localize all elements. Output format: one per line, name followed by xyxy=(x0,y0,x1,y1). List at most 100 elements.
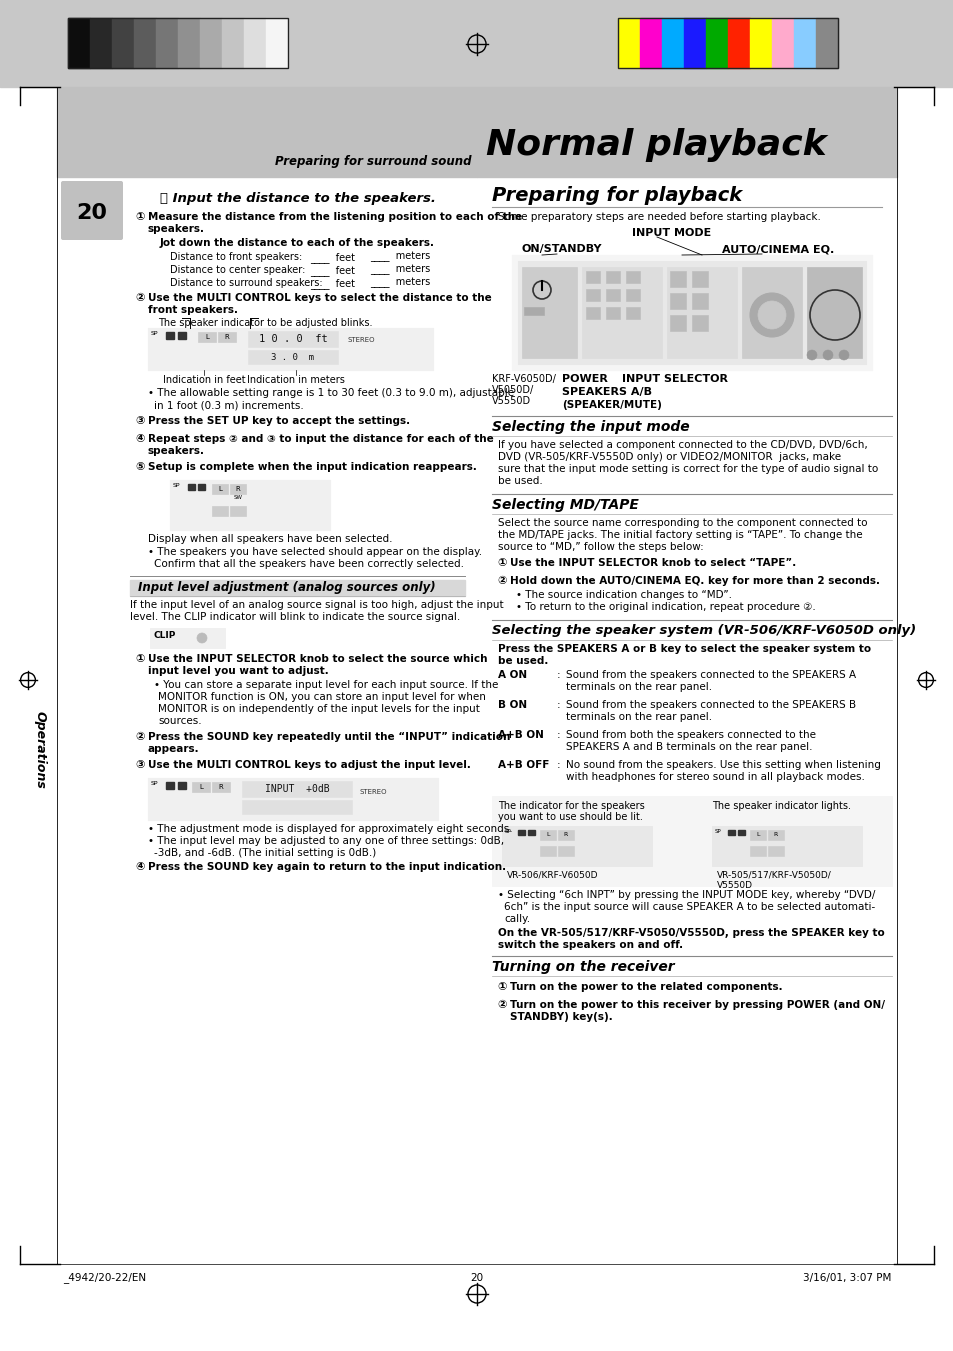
Text: SP: SP xyxy=(714,830,721,834)
Text: SPEAKERS A/B: SPEAKERS A/B xyxy=(561,386,651,397)
Text: in 1 foot (0.3 m) increments.: in 1 foot (0.3 m) increments. xyxy=(153,400,303,409)
Bar xyxy=(639,18,661,68)
Bar xyxy=(212,507,228,516)
Text: ①: ① xyxy=(135,212,144,222)
Text: B ON: B ON xyxy=(497,700,527,711)
Bar xyxy=(669,293,685,309)
Bar xyxy=(178,332,186,339)
Bar xyxy=(0,0,953,86)
Text: ②: ② xyxy=(135,732,144,742)
Text: you want to use should be lit.: you want to use should be lit. xyxy=(497,812,642,821)
Text: If you have selected a component connected to the CD/DVD, DVD/6ch,: If you have selected a component connect… xyxy=(497,440,867,450)
Text: SW: SW xyxy=(233,494,242,500)
Text: front speakers.: front speakers. xyxy=(148,305,237,315)
Text: SP: SP xyxy=(151,331,158,336)
Bar xyxy=(691,315,707,331)
Bar xyxy=(521,267,577,358)
Text: • You can store a separate input level for each input source. If the: • You can store a separate input level f… xyxy=(153,680,497,690)
Bar xyxy=(738,830,744,835)
Bar xyxy=(741,267,801,358)
Bar xyxy=(691,293,707,309)
Text: Hold down the AUTO/CINEMA EQ. key for more than 2 seconds.: Hold down the AUTO/CINEMA EQ. key for mo… xyxy=(510,576,879,586)
Text: Normal playback: Normal playback xyxy=(485,128,825,162)
Bar xyxy=(148,778,437,820)
Bar xyxy=(212,484,228,494)
Text: Input level adjustment (analog sources only): Input level adjustment (analog sources o… xyxy=(138,581,436,594)
Bar xyxy=(558,846,574,857)
Text: INPUT MODE: INPUT MODE xyxy=(631,228,711,238)
Text: ④: ④ xyxy=(135,862,144,871)
Text: V5550D: V5550D xyxy=(492,396,531,407)
Text: Use the MULTI CONTROL keys to adjust the input level.: Use the MULTI CONTROL keys to adjust the… xyxy=(148,761,471,770)
Text: Preparing for playback: Preparing for playback xyxy=(492,186,741,205)
Text: ON/STANDBY: ON/STANDBY xyxy=(521,245,602,254)
Text: terminals on the rear panel.: terminals on the rear panel. xyxy=(565,682,711,692)
Text: ①: ① xyxy=(135,654,144,663)
Text: Press the SPEAKERS A or B key to select the speaker system to: Press the SPEAKERS A or B key to select … xyxy=(497,644,870,654)
Text: R: R xyxy=(224,334,229,340)
Text: Selecting the speaker system (VR-506/KRF-V6050D only): Selecting the speaker system (VR-506/KRF… xyxy=(492,624,915,638)
Bar xyxy=(68,18,288,68)
Bar xyxy=(749,830,765,840)
Text: Confirm that all the speakers have been correctly selected.: Confirm that all the speakers have been … xyxy=(153,559,463,569)
Text: ①: ① xyxy=(497,982,506,992)
Bar xyxy=(661,18,683,68)
Bar xyxy=(218,332,235,342)
Bar xyxy=(148,328,433,370)
Text: L: L xyxy=(205,334,209,340)
Text: • The input level may be adjusted to any one of three settings: 0dB,: • The input level may be adjusted to any… xyxy=(148,836,503,846)
Text: _4942/20-22/EN: _4942/20-22/EN xyxy=(63,1273,146,1283)
Text: Select the source name corresponding to the component connected to: Select the source name corresponding to … xyxy=(497,517,866,528)
Text: If the input level of an analog source signal is too high, adjust the input: If the input level of an analog source s… xyxy=(130,600,503,611)
Text: Sound from the speakers connected to the SPEAKERS A: Sound from the speakers connected to the… xyxy=(565,670,855,680)
Text: terminals on the rear panel.: terminals on the rear panel. xyxy=(565,712,711,721)
Bar xyxy=(492,796,891,886)
Text: ②: ② xyxy=(135,293,144,303)
Text: 3/16/01, 3:07 PM: 3/16/01, 3:07 PM xyxy=(801,1273,890,1283)
Text: • The allowable setting range is 1 to 30 feet (0.3 to 9.0 m), adjustable: • The allowable setting range is 1 to 30… xyxy=(148,388,514,399)
Text: Selecting MD/TAPE: Selecting MD/TAPE xyxy=(492,499,639,512)
Bar xyxy=(198,484,205,490)
Bar xyxy=(57,86,476,177)
Text: ③: ③ xyxy=(135,761,144,770)
Text: Distance to front speakers:: Distance to front speakers: xyxy=(170,253,302,262)
Text: Turning on the receiver: Turning on the receiver xyxy=(492,961,674,974)
Text: Indication in feet: Indication in feet xyxy=(163,376,245,385)
Text: cally.: cally. xyxy=(503,915,530,924)
Circle shape xyxy=(838,350,848,359)
Text: The indicator for the speakers: The indicator for the speakers xyxy=(497,801,644,811)
FancyBboxPatch shape xyxy=(61,181,123,240)
Bar xyxy=(230,507,246,516)
Bar xyxy=(150,628,225,648)
Bar xyxy=(683,18,705,68)
Bar xyxy=(793,18,815,68)
Text: • To return to the original indication, repeat procedure ②.: • To return to the original indication, … xyxy=(516,603,815,612)
Bar xyxy=(727,830,734,835)
Bar xyxy=(188,484,194,490)
Text: INPUT SELECTOR: INPUT SELECTOR xyxy=(621,374,727,384)
Text: ②: ② xyxy=(497,1000,506,1011)
Bar xyxy=(806,267,862,358)
Bar xyxy=(90,18,112,68)
Bar xyxy=(222,18,244,68)
Bar xyxy=(669,315,685,331)
Text: KRF-V6050D/: KRF-V6050D/ xyxy=(492,374,556,384)
Text: Preparing for surround sound: Preparing for surround sound xyxy=(275,155,472,168)
Text: The speaker indicator lights.: The speaker indicator lights. xyxy=(711,801,850,811)
Text: A+B OFF: A+B OFF xyxy=(497,761,549,770)
Text: The speaker indicator to be adjusted blinks.: The speaker indicator to be adjusted bli… xyxy=(158,317,372,328)
Bar xyxy=(749,846,765,857)
Text: switch the speakers on and off.: switch the speakers on and off. xyxy=(497,940,682,950)
Bar xyxy=(767,846,783,857)
Text: Press the SET UP key to accept the settings.: Press the SET UP key to accept the setti… xyxy=(148,416,410,426)
Text: ____  feet: ____ feet xyxy=(310,253,355,263)
Bar xyxy=(501,825,651,866)
Text: ____  feet: ____ feet xyxy=(310,265,355,276)
Text: • Selecting “6ch INPT” by pressing the INPUT MODE key, whereby “DVD/: • Selecting “6ch INPT” by pressing the I… xyxy=(497,890,875,900)
Text: Operations: Operations xyxy=(33,711,47,789)
Bar xyxy=(156,18,178,68)
Text: Display when all speakers have been selected.: Display when all speakers have been sele… xyxy=(148,534,392,544)
Bar xyxy=(517,830,524,835)
Text: 20: 20 xyxy=(470,1273,483,1283)
Bar xyxy=(212,782,230,792)
